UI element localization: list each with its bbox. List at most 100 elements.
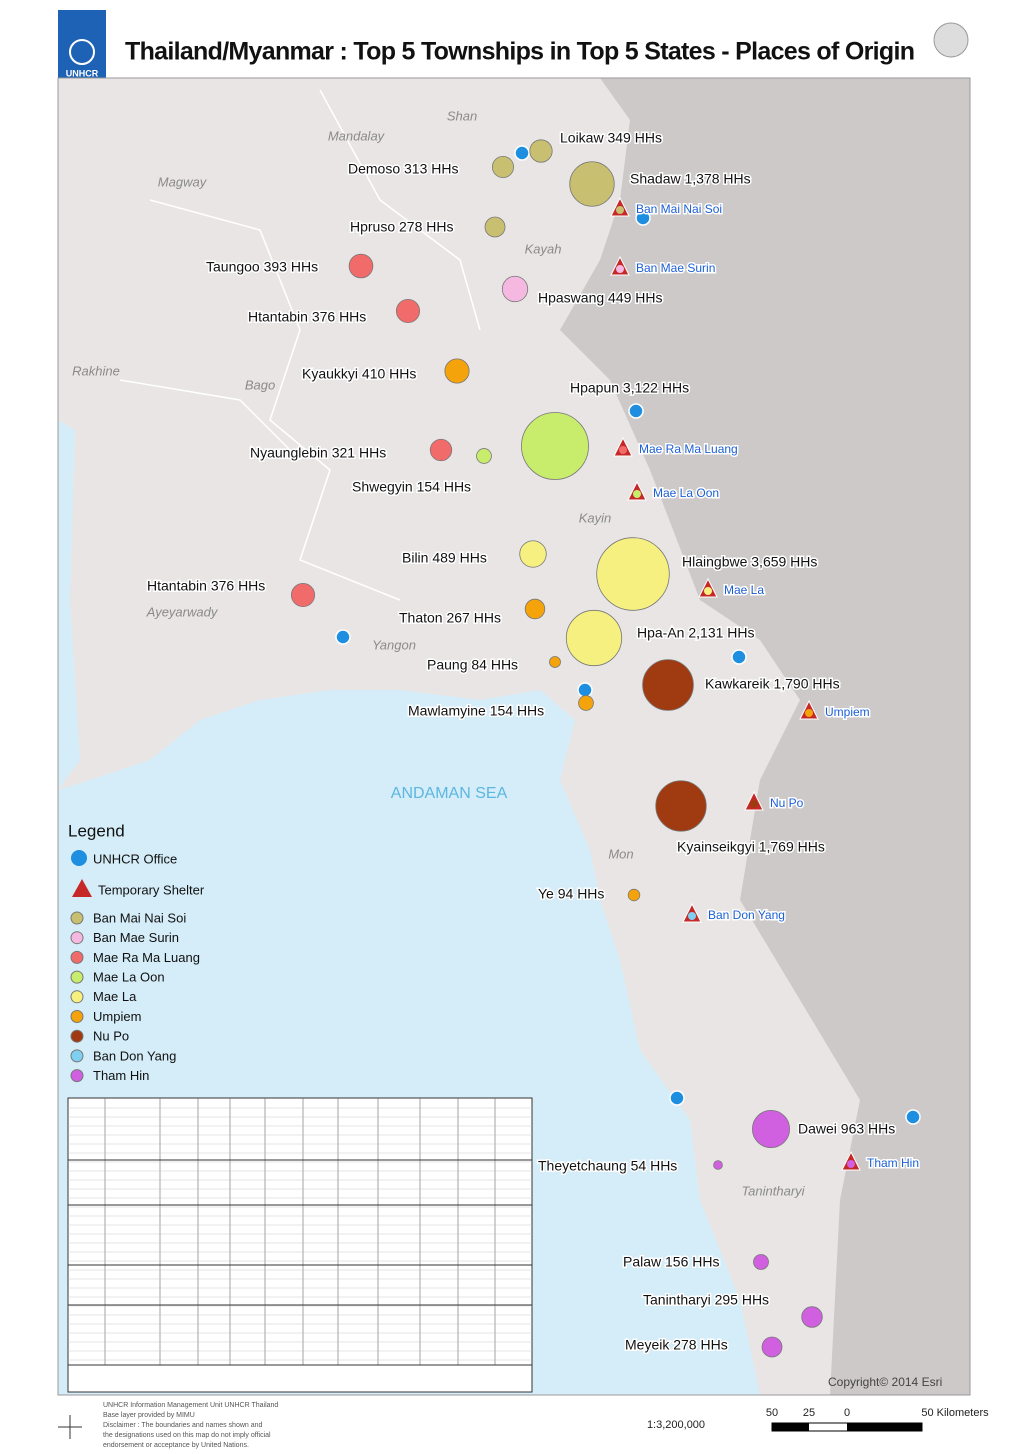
township-label: Hpa-An 2,131 HHs: [637, 625, 755, 641]
township-pie: [751, 1109, 791, 1149]
shelter-dot: [633, 490, 641, 498]
camp-label: Tham Hin: [867, 1156, 919, 1170]
map-scale: 1:3,200,000: [647, 1419, 705, 1431]
shelter-dot: [688, 912, 696, 920]
township-pie: [761, 1336, 783, 1358]
township-label: Theyetchaung 54 HHs: [538, 1158, 677, 1174]
township-pie: [753, 1254, 769, 1270]
globe-icon: [933, 22, 969, 58]
map-title: Thailand/Myanmar : Top 5 Townships in To…: [125, 38, 915, 66]
township-label: Tanintharyi 295 HHs: [643, 1292, 769, 1308]
legend-office: UNHCR Office: [93, 851, 177, 866]
region-label: Kayin: [579, 510, 612, 525]
summary-table: [67, 1097, 533, 1393]
township-label: Ye 94 HHs: [538, 886, 604, 902]
township-label: Bilin 489 HHs: [402, 550, 487, 566]
township-pie: [565, 609, 623, 667]
camp-label: Ban Mae Surin: [636, 261, 715, 275]
legend-item: Mae Ra Ma Luang: [93, 950, 200, 965]
legend-item: Mae La: [93, 989, 137, 1004]
township-pie: [395, 298, 421, 324]
camp-label: Ban Don Yang: [708, 908, 785, 922]
sea-west: [58, 420, 80, 790]
legend-swatch: [70, 990, 84, 1004]
township-pie: [642, 659, 694, 711]
township-pie: [476, 448, 492, 464]
north-arrow: [58, 1415, 82, 1439]
township-label: Mawlamyine 154 HHs: [408, 703, 544, 719]
credit-line: the designations used on this map do not…: [103, 1432, 271, 1439]
scale-label: 25: [803, 1407, 815, 1419]
township-pie: [491, 155, 515, 179]
township-label: Kyaukkyi 410 HHs: [302, 366, 416, 382]
scale-bar-seg: [847, 1423, 922, 1431]
township-pie: [444, 358, 470, 384]
region-label: Kayah: [525, 241, 562, 256]
legend-title: Legend: [68, 821, 125, 840]
township-label: Htantabin 376 HHs: [147, 578, 265, 594]
scale-bar-seg: [772, 1423, 809, 1431]
region-label: Yangon: [372, 637, 416, 652]
camp-label: Ban Mai Nai Soi: [636, 202, 722, 216]
shelter-dot: [847, 1160, 855, 1168]
legend-office-icon: [71, 850, 87, 866]
camp-label: Umpiem: [825, 705, 870, 719]
shelter-dot: [619, 446, 627, 454]
camp-label: Mae Ra Ma Luang: [639, 442, 738, 456]
camp-label: Mae La: [724, 583, 764, 597]
map-frame: [57, 77, 971, 1396]
credit-line: UNHCR Information Management Unit UNHCR …: [103, 1402, 278, 1409]
legend-item: Umpiem: [93, 1009, 141, 1024]
scale-label: 50: [766, 1407, 778, 1419]
legend-shelter: Temporary Shelter: [98, 882, 205, 897]
credit-line: Base layer provided by MIMU: [103, 1412, 195, 1419]
legend-item: Ban Mai Nai Soi: [93, 910, 186, 925]
township-label: Kyainseikgyi 1,769 HHs: [677, 839, 825, 855]
township-label: Thaton 267 HHs: [399, 610, 501, 626]
legend-item: Ban Mae Surin: [93, 930, 179, 945]
legend-shelter-icon: [72, 879, 92, 897]
township-pie: [484, 216, 506, 238]
township-label: Kawkareik 1,790 HHs: [705, 676, 840, 692]
legend-swatch: [70, 1010, 84, 1023]
township-label: Shadaw 1,378 HHs: [630, 171, 751, 187]
unhcr-office: [669, 1090, 685, 1106]
region-label: Magway: [158, 174, 208, 189]
table-frame: [67, 1097, 533, 1393]
township-label: Shwegyin 154 HHs: [352, 479, 471, 495]
thailand: [560, 78, 970, 1395]
logo-text: UNHCR: [66, 68, 99, 78]
region-label: Mon: [608, 846, 633, 861]
region-label: Bago: [245, 377, 275, 392]
region-label: Shan: [447, 108, 477, 123]
township-pie: [290, 582, 316, 608]
logo-emblem: [69, 39, 95, 65]
admin-boundaries: [119, 89, 481, 601]
region-label: Rakhine: [72, 363, 120, 378]
legend-swatch: [70, 970, 84, 984]
township-pie: [801, 1306, 823, 1328]
legend-swatch: [70, 1029, 84, 1043]
legend-swatch: [70, 1069, 84, 1083]
region-label: Mandalay: [328, 128, 386, 143]
township-label: Paung 84 HHs: [427, 657, 518, 673]
township-label: Taungoo 393 HHs: [206, 259, 318, 275]
township-pie: [627, 888, 641, 902]
township-label: Meyeik 278 HHs: [625, 1337, 728, 1353]
unhcr-office: [628, 403, 644, 419]
unhcr-office: [635, 210, 651, 226]
camp-label: Nu Po: [770, 796, 804, 810]
township-pie: [519, 540, 547, 568]
township-label: Palaw 156 HHs: [623, 1254, 720, 1270]
unhcr-office: [577, 682, 593, 698]
township-pie: [501, 275, 529, 303]
township-label: Hpapun 3,122 HHs: [570, 380, 689, 396]
township-pie: [655, 780, 707, 832]
township-label: Hpruso 278 HHs: [350, 219, 454, 235]
township-pie: [549, 656, 561, 668]
township-label: Htantabin 376 HHs: [248, 309, 366, 325]
township-label: Nyaunglebin 321 HHs: [250, 445, 386, 461]
legend-swatch: [70, 931, 84, 945]
township-pie: [713, 1160, 723, 1170]
township-pie: [569, 161, 615, 207]
